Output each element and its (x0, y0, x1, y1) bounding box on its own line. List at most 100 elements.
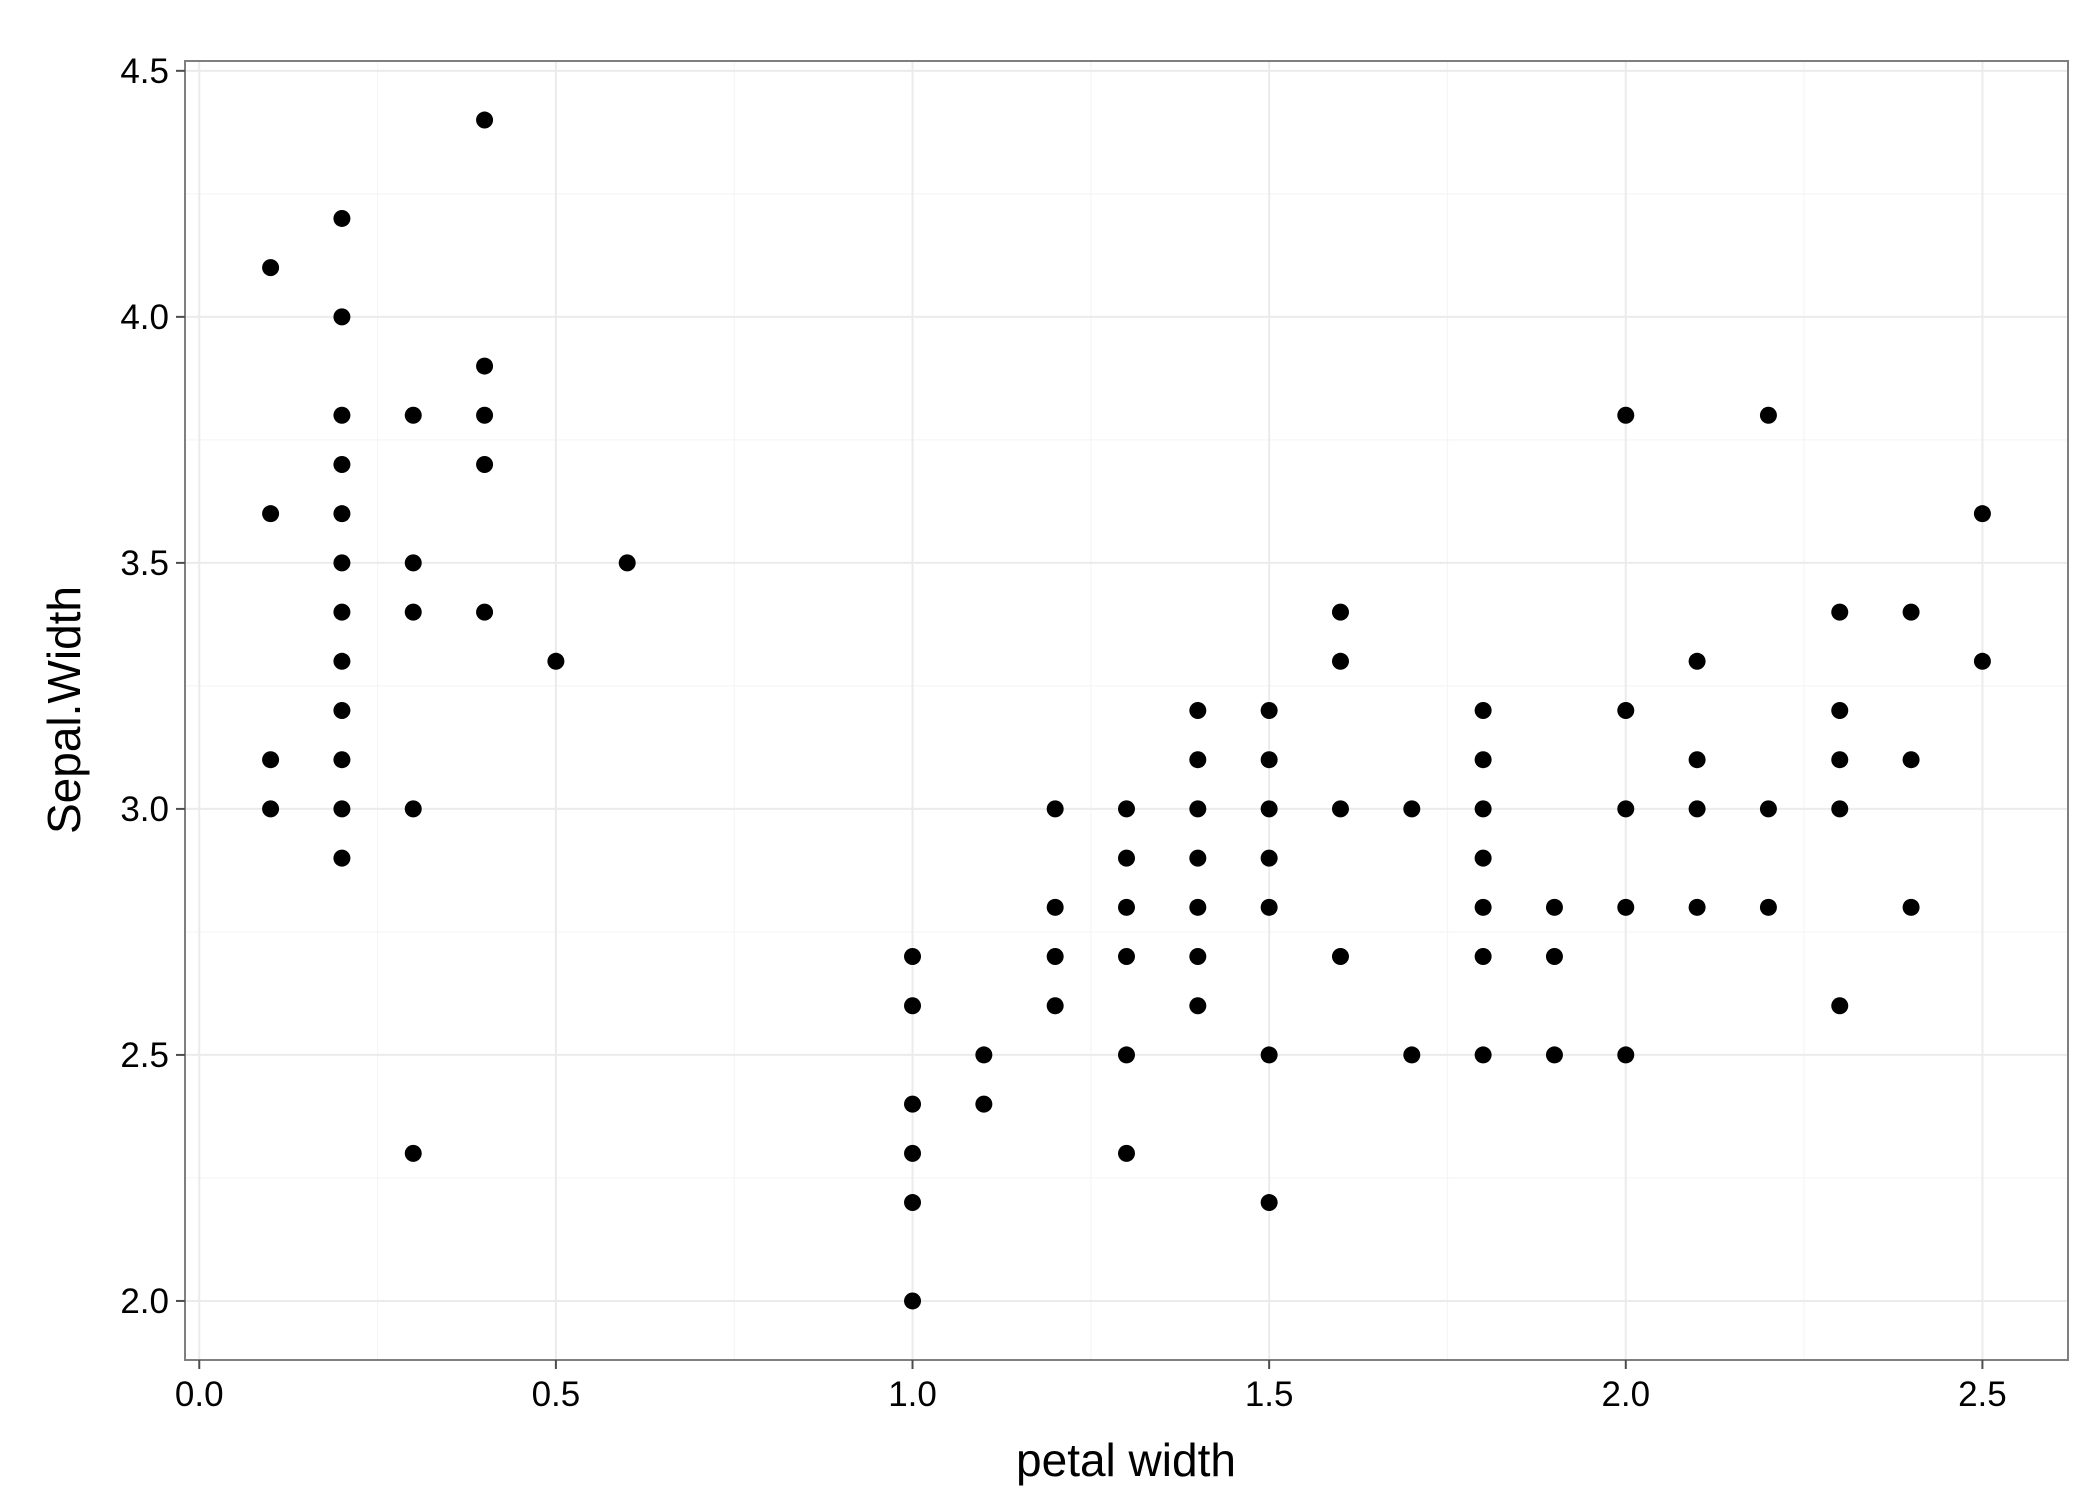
scatter-point (1118, 1144, 1135, 1162)
y-tick-label: 3.5 (120, 544, 169, 583)
scatter-point (1831, 751, 1849, 769)
scatter-point (1688, 751, 1706, 769)
scatter-point (333, 751, 351, 769)
scatter-point (333, 800, 351, 818)
scatter-point (1759, 898, 1777, 916)
scatter-point (404, 800, 422, 818)
scatter-point (476, 357, 494, 375)
scatter-point (1474, 898, 1492, 916)
scatter-point (1118, 800, 1135, 818)
scatter-point (476, 406, 494, 424)
scatter-point (1831, 603, 1849, 621)
scatter-point (1331, 948, 1349, 966)
scatter-point (476, 111, 494, 129)
scatter-point (1046, 898, 1064, 916)
scatter-point (1474, 1046, 1492, 1064)
scatter-point (476, 603, 494, 621)
x-axis: 0.0 0.5 1.0 1.5 2.0 2.5 (175, 1360, 2007, 1414)
scatter-point (333, 849, 351, 867)
scatter-point (1474, 849, 1492, 867)
scatter-point (904, 1095, 922, 1113)
scatter-point (1189, 800, 1207, 818)
scatter-point (1260, 849, 1278, 867)
scatter-point (1189, 751, 1207, 769)
x-tick-label: 0.5 (532, 1375, 581, 1414)
scatter-point (1118, 849, 1135, 867)
scatter-point (333, 603, 351, 621)
scatter-point (1189, 997, 1207, 1015)
plot-panel-border (184, 60, 2069, 1361)
scatter-point (1260, 1046, 1278, 1064)
x-tick-label: 1.0 (888, 1375, 937, 1414)
y-tick-label: 3.0 (120, 790, 169, 829)
x-tick-label: 0.0 (175, 1375, 224, 1414)
y-tick-label: 4.0 (120, 298, 169, 337)
scatter-point (1189, 849, 1207, 867)
scatter-point (1617, 702, 1635, 719)
scatter-point (333, 505, 351, 523)
scatter-point (333, 554, 351, 572)
scatter-point (1260, 898, 1278, 916)
scatter-point (1902, 898, 1920, 916)
scatter-point (1545, 1046, 1563, 1064)
scatter-point (1617, 1046, 1635, 1064)
scatter-point (1973, 652, 1991, 670)
scatter-point (1260, 702, 1278, 719)
scatter-point (1260, 800, 1278, 818)
scatter-point (1474, 751, 1492, 769)
scatter-point (1118, 948, 1135, 966)
scatter-point (547, 652, 565, 670)
x-axis-title: petal width (1016, 1434, 1236, 1486)
x-tick-label: 1.5 (1245, 1375, 1294, 1414)
scatter-point (1331, 800, 1349, 818)
scatter-point (333, 406, 351, 424)
scatter-point (404, 1144, 422, 1162)
y-tick-label: 2.5 (120, 1036, 169, 1075)
data-points (262, 111, 1991, 1310)
scatter-point (1260, 751, 1278, 769)
scatter-point (262, 505, 280, 523)
scatter-point (904, 1144, 922, 1162)
x-tick-label: 2.0 (1601, 1375, 1650, 1414)
scatter-point (1617, 406, 1635, 424)
scatter-point (1118, 898, 1135, 916)
y-axis: 2.0 2.5 3.0 3.5 4.0 4.5 (120, 52, 185, 1321)
scatter-point (262, 800, 280, 818)
scatter-point (904, 997, 922, 1015)
scatter-point (1118, 1046, 1135, 1064)
scatter-point (975, 1095, 993, 1113)
scatter-point (333, 702, 351, 719)
scatter-point (262, 751, 280, 769)
scatter-point (1046, 800, 1064, 818)
scatter-point (1688, 898, 1706, 916)
scatter-point (1831, 702, 1849, 719)
scatter-point (904, 1194, 922, 1212)
scatter-point (262, 259, 280, 277)
scatter-point (1973, 505, 1991, 523)
scatter-point (1474, 702, 1492, 719)
scatter-point (1688, 652, 1706, 670)
scatter-point (1046, 948, 1064, 966)
scatter-point (1474, 800, 1492, 818)
scatter-point (1260, 1194, 1278, 1212)
scatter-point (1688, 800, 1706, 818)
scatter-point (1403, 800, 1421, 818)
y-tick-label: 2.0 (120, 1282, 169, 1321)
scatter-point (1617, 800, 1635, 818)
y-tick-label: 4.5 (120, 52, 169, 91)
scatter-point (1189, 702, 1207, 719)
scatter-point (404, 406, 422, 424)
scatter-point (1902, 751, 1920, 769)
grid-lines (185, 61, 2068, 1360)
scatter-point (404, 603, 422, 621)
scatter-point (1831, 997, 1849, 1015)
scatter-point (333, 652, 351, 670)
scatter-point (1759, 406, 1777, 424)
scatter-point (1189, 898, 1207, 916)
scatter-point (618, 554, 636, 572)
scatter-point (1046, 997, 1064, 1015)
scatter-point (333, 455, 351, 473)
scatter-point (1474, 948, 1492, 966)
scatter-point (904, 1292, 922, 1310)
